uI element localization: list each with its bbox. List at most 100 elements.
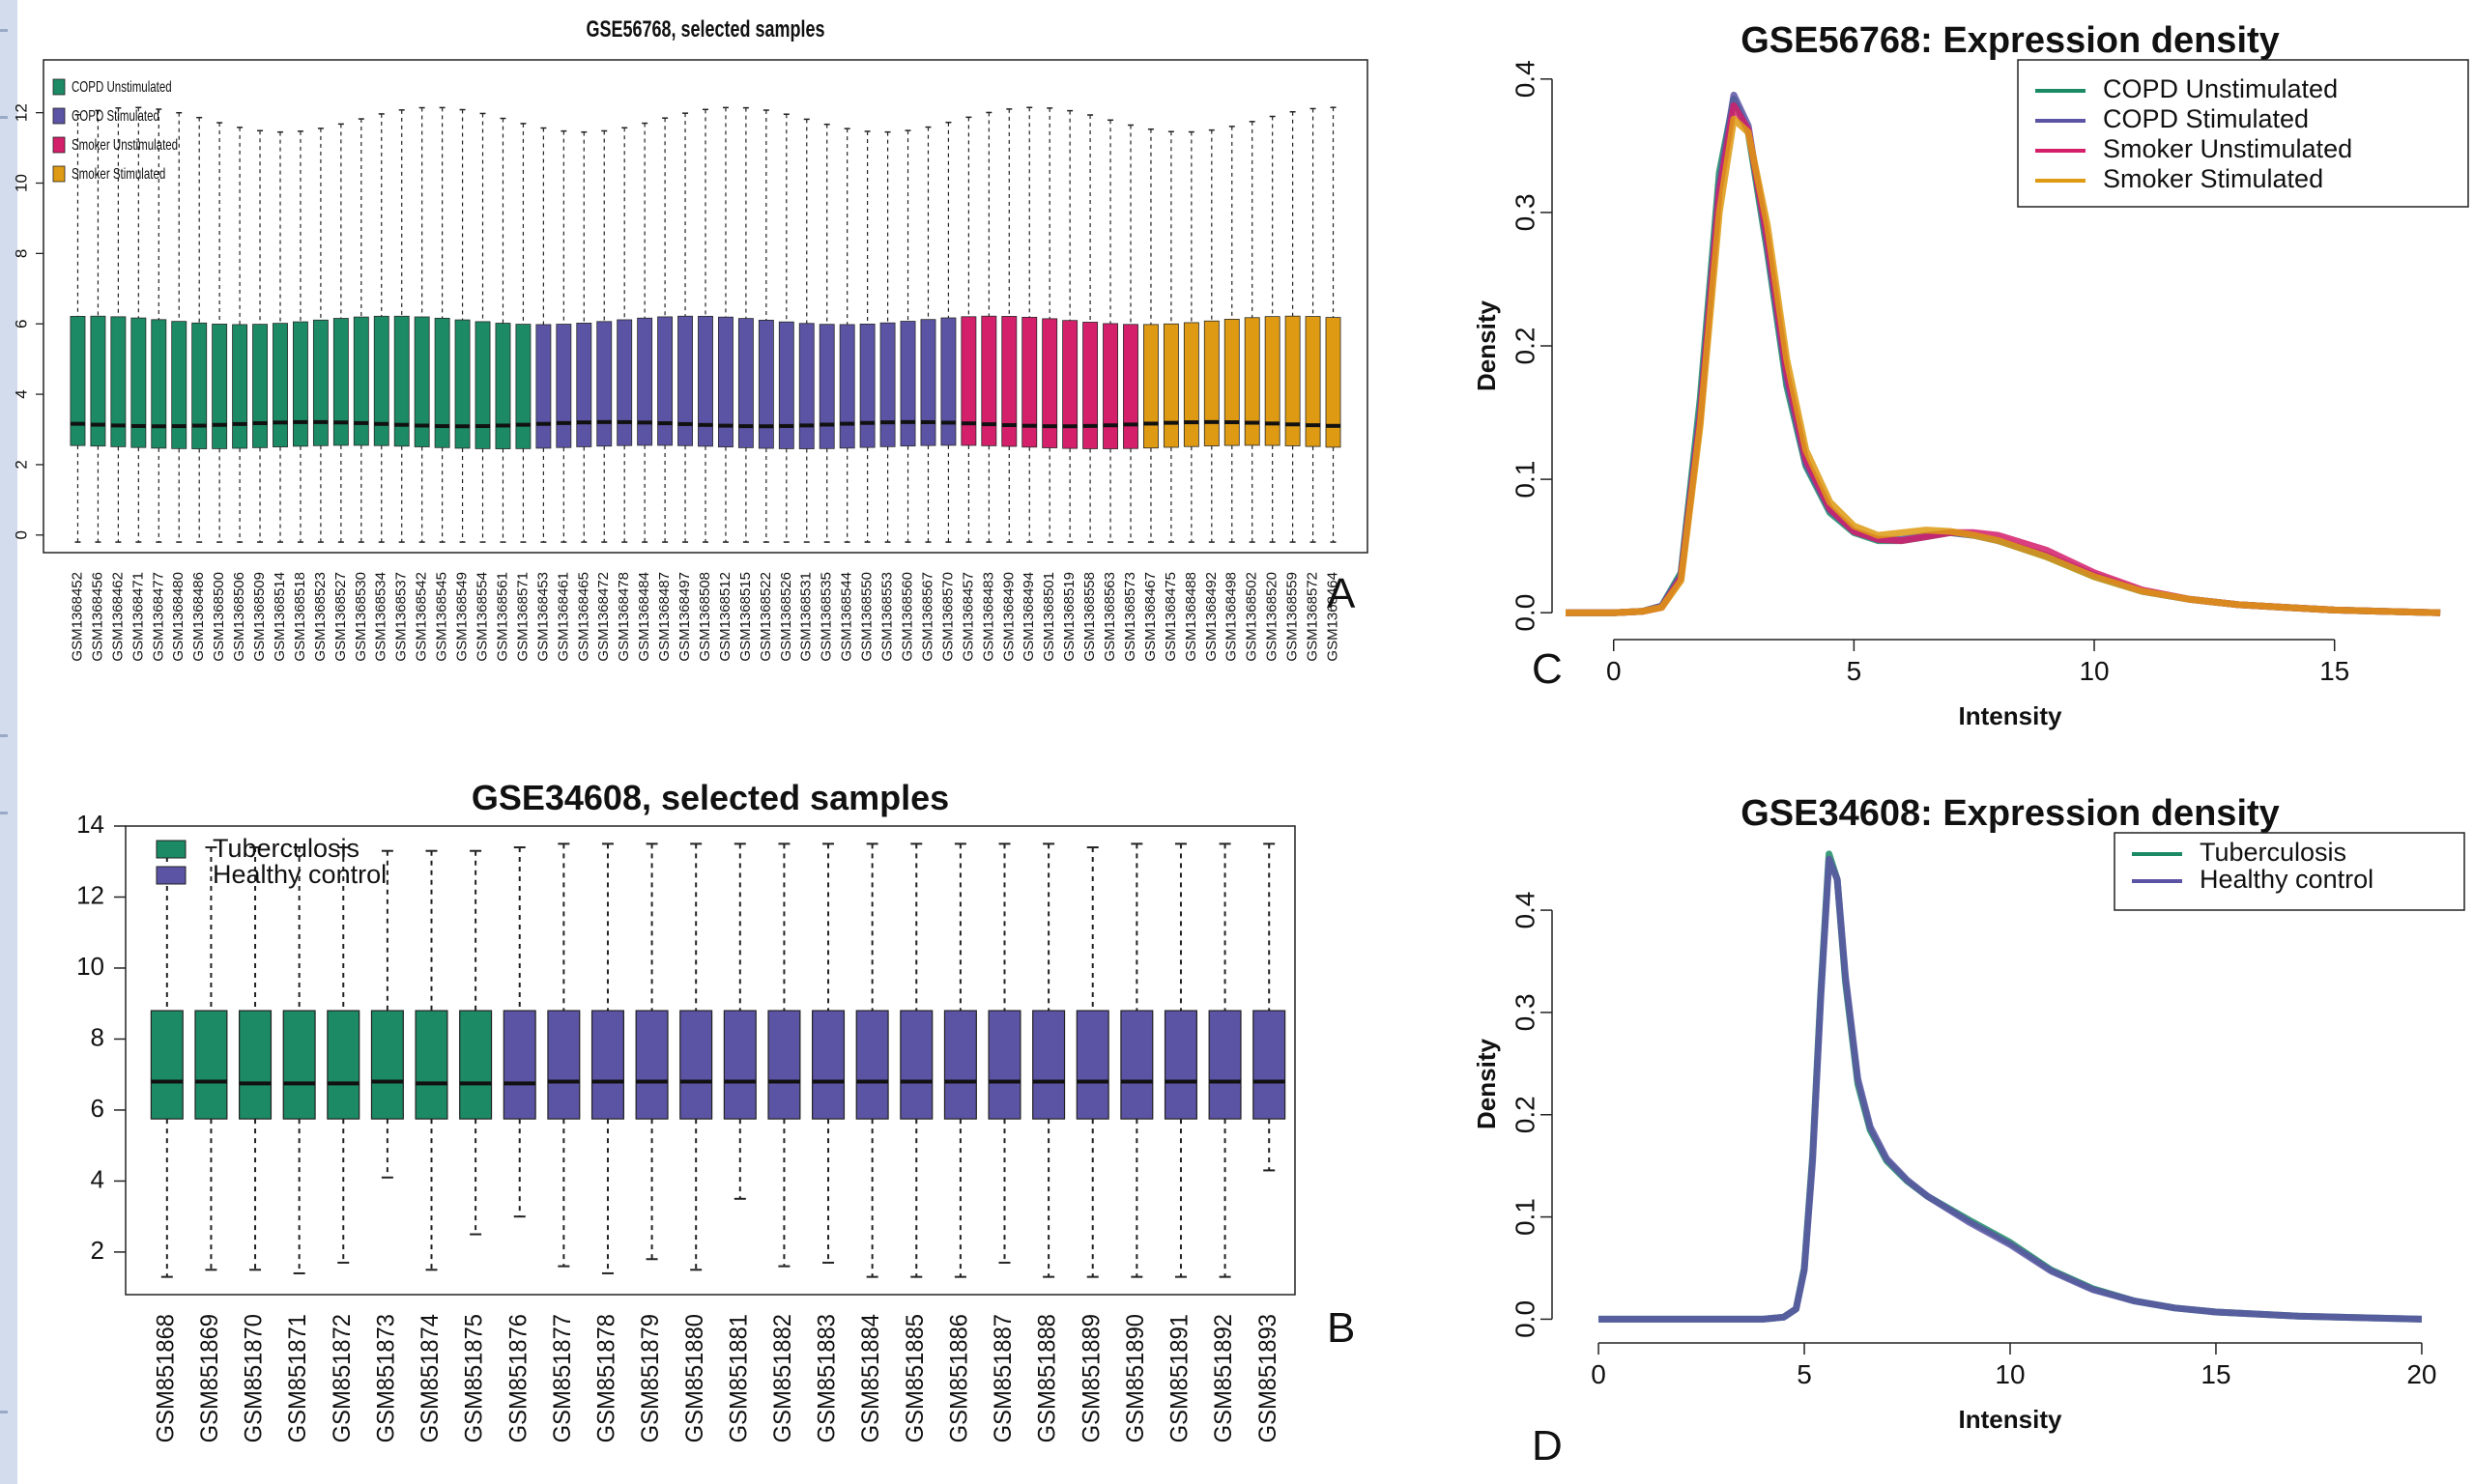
box	[194, 1010, 228, 1120]
box	[191, 322, 208, 449]
x-tick-label: GSM1368497	[676, 572, 693, 662]
box	[503, 1010, 536, 1120]
box	[293, 321, 308, 447]
panel-letter-c: C	[1532, 645, 1563, 693]
box	[677, 315, 693, 446]
legend-swatch	[52, 165, 66, 183]
box	[855, 1010, 889, 1120]
box	[332, 318, 349, 446]
box	[718, 316, 734, 448]
legend-swatch	[52, 136, 66, 154]
box	[1208, 1010, 1242, 1120]
box	[495, 323, 511, 449]
x-tick-label: GSM851875	[461, 1314, 488, 1442]
box	[415, 1010, 448, 1120]
x-tick-label: GSM1368553	[879, 572, 896, 662]
x-tick-label: GSM851873	[373, 1314, 400, 1442]
x-axis-label: Intensity	[1959, 701, 2062, 730]
box	[556, 324, 572, 448]
x-tick-label: GSM1368514	[272, 572, 288, 662]
x-tick-label: GSM1368535	[819, 572, 835, 662]
x-tick-label: GSM851889	[1079, 1314, 1106, 1442]
x-tick-label: GSM1368508	[697, 572, 713, 662]
y-tick-label: 8	[91, 1022, 104, 1051]
box	[767, 1010, 801, 1120]
x-tick-label: GSM851886	[946, 1314, 973, 1442]
left-margin-strip	[0, 0, 17, 1484]
box	[617, 319, 633, 446]
box	[1076, 1010, 1109, 1120]
box	[635, 1010, 669, 1120]
x-tick-label: GSM1368475	[1163, 572, 1179, 662]
chart-a-boxplot: GSE56768, selected samples 0 2 4 6 8 10 12 GSM13…	[12, 17, 1368, 662]
x-tick-label: GSM1368558	[1081, 572, 1098, 662]
box	[1120, 1010, 1154, 1120]
y-tick-label: 10	[12, 174, 30, 192]
x-tick-label: GSM1368522	[758, 572, 774, 662]
x-tick-label: GSM851870	[241, 1314, 268, 1442]
x-tick-label: GSM1368534	[373, 572, 389, 662]
x-tick-label: GSM851882	[769, 1314, 796, 1442]
x-tick-label: GSM1368526	[778, 572, 794, 662]
box	[547, 1010, 581, 1120]
legend-label: COPD Unstimulated	[72, 77, 172, 95]
chart-b-boxplot: GSE34608, selected samples 2 4 6 8 10 12 14 GSM8…	[76, 778, 1296, 1442]
x-tick-label: GSM1368498	[1223, 572, 1240, 662]
x-tick-label: GSM1368457	[960, 572, 976, 662]
x-tick-label: GSM1368492	[1203, 572, 1220, 662]
chart-title: GSE34608: Expression density	[1740, 793, 2280, 834]
box	[1082, 322, 1099, 449]
box	[1143, 324, 1159, 449]
chart-title: GSE56768: Expression density	[1740, 20, 2280, 61]
x-tick-label: GSM851893	[1254, 1314, 1281, 1442]
box	[596, 321, 613, 447]
x-tick-label: GSM1368502	[1244, 572, 1260, 662]
x-tick-label: GSM1368506	[231, 572, 247, 662]
x-tick-label: GSM1368573	[1122, 572, 1138, 662]
box	[981, 315, 997, 446]
x-tick-label: GSM1368520	[1264, 572, 1280, 662]
x-tick-label: GSM1368545	[434, 572, 450, 662]
box	[943, 1010, 977, 1120]
box	[1163, 323, 1179, 448]
box	[373, 315, 389, 446]
legend-label: Healthy control	[2200, 865, 2373, 894]
box	[859, 323, 876, 448]
x-tick-label: GSM1368509	[251, 572, 268, 662]
x-tick-label: GSM1368484	[636, 572, 652, 662]
panel-letter-b: B	[1327, 1304, 1356, 1352]
y-tick-label: 14	[76, 810, 104, 839]
box	[988, 1010, 1021, 1120]
box	[475, 321, 491, 449]
x-tick-label: GSM851888	[1034, 1314, 1061, 1442]
legend-label: COPD Unstimulated	[2103, 74, 2338, 103]
box	[1164, 1010, 1197, 1120]
legend-label: Smoker Stimulated	[2103, 164, 2323, 193]
legend-swatch	[52, 78, 66, 96]
x-tick-label: GSM1368519	[1061, 572, 1078, 662]
y-tick-label: 2	[91, 1236, 104, 1265]
box	[698, 315, 713, 447]
x-tick-label: GSM1368530	[353, 572, 369, 662]
y-tick-label: 0.4	[1510, 60, 1539, 98]
box	[920, 319, 936, 446]
x-tick-label: GSM1368488	[1183, 572, 1199, 662]
density-line-healthy-control	[1598, 855, 2422, 1323]
y-tick-label: 6	[91, 1094, 104, 1123]
y-tick-label: 4	[12, 389, 30, 398]
y-tick-label: 0.1	[1510, 461, 1539, 499]
y-tick-label: 12	[12, 103, 30, 122]
box	[1042, 318, 1058, 448]
box	[110, 316, 127, 447]
x-tick-label: GSM1368512	[717, 572, 734, 662]
x-tick-label: GSM851879	[638, 1314, 665, 1442]
legend-swatch	[52, 107, 66, 125]
x-tick-label: GSM851887	[991, 1314, 1018, 1442]
y-axis-label: Density	[1472, 1039, 1501, 1129]
y-tick-label: 0	[12, 530, 30, 539]
x-tick-label: GSM1368467	[1142, 572, 1159, 662]
box	[393, 315, 410, 447]
box	[576, 323, 592, 447]
y-tick-label: 0.0	[1510, 594, 1539, 632]
chart-d-density: GSE34608: Expression density 0.0 0.1 0.2 0.3…	[1472, 793, 2465, 1434]
